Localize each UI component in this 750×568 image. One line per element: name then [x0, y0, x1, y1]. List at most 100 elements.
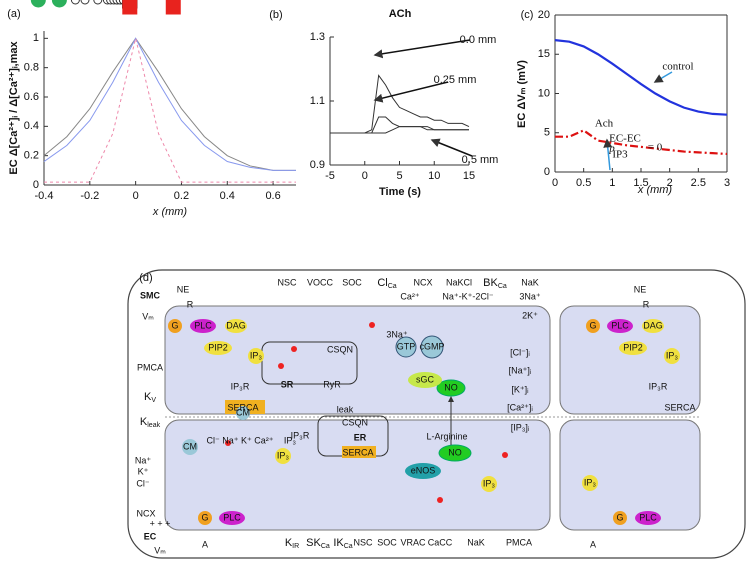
x-tick-label: 5	[396, 170, 402, 182]
diagram-label: PIP2	[208, 342, 228, 352]
diagram-label: PLC	[194, 320, 212, 330]
label-subscript: Ca	[388, 283, 397, 290]
y-tick-label: 10	[538, 87, 550, 99]
y-tick-label: 0	[33, 179, 39, 191]
diagram-label: SMC	[140, 290, 161, 300]
diagram-label: CaCC	[428, 537, 453, 547]
diagram-label: ClCa	[377, 277, 396, 290]
diagram-label: SKCa	[306, 537, 330, 550]
y-tick-label: 15	[538, 48, 550, 60]
label-subscript: Ca	[321, 543, 330, 550]
diagram-label: 2K⁺	[522, 310, 538, 320]
diagram-label: IP₃	[284, 435, 297, 445]
diagram-label: Na⁺	[135, 455, 152, 465]
diagram-label: 3Na⁺	[519, 291, 541, 301]
x-tick-label: 1	[609, 177, 615, 189]
diagram-label: Cl⁻ Na⁺ K⁺ Ca²⁺	[206, 435, 273, 445]
diagram-label: SERCA	[342, 447, 373, 457]
diagram-label: R	[187, 299, 194, 309]
diagram-label: L-Arginine	[426, 431, 467, 441]
label-subscript: IR	[292, 543, 299, 550]
y-tick-label: 1	[33, 32, 39, 44]
diagram-label: + + +	[150, 518, 171, 528]
data-point	[80, 0, 90, 5]
y-tick-label: 0.9	[310, 159, 325, 171]
diagram-label: Cl⁻	[136, 478, 149, 488]
annotation: Ach	[595, 118, 614, 130]
diagram-label: 3Na⁺	[386, 329, 408, 339]
annotation-arrow	[373, 39, 471, 59]
panel-label: (c)	[521, 9, 534, 21]
diagram-label: G	[616, 512, 623, 522]
diagram-label: IP₃	[250, 350, 263, 360]
label-text: K	[140, 416, 148, 428]
diagram-label: R	[643, 299, 650, 309]
panel-label: (d)	[139, 272, 152, 284]
data-point	[165, 0, 181, 15]
data-point	[122, 0, 138, 15]
label-subscript: Ca	[498, 283, 507, 290]
diagram-label: NaK	[467, 537, 485, 547]
series-line	[555, 129, 728, 156]
x-tick-label: -0.4	[35, 190, 54, 202]
diagram-label: Kleak	[140, 416, 161, 429]
x-tick-label: 0.5	[576, 177, 591, 189]
diagram-label: ER	[354, 432, 367, 442]
annotation-arrow	[373, 81, 449, 103]
x-tick-label: 15	[463, 170, 475, 182]
x-tick-label: 0	[362, 170, 368, 182]
y-tick-label: 1.3	[310, 31, 325, 43]
label-subscript: Ca	[344, 543, 353, 550]
x-axis-label: Time (s)	[379, 186, 421, 198]
data-point	[51, 0, 67, 8]
annotation: p	[608, 143, 615, 155]
diagram-label: IP₃	[277, 450, 290, 460]
x-tick-label: 2.5	[691, 177, 706, 189]
panel-label: (a)	[7, 8, 20, 20]
diagram-label: IKCa	[333, 537, 352, 550]
diagram-label: IP₃R	[649, 381, 668, 391]
y-tick-label: 5	[544, 127, 550, 139]
y-tick-label: 0	[544, 166, 550, 178]
label-subscript: leak	[147, 422, 160, 429]
label-text: IK	[333, 537, 344, 549]
chart-title: ACh	[389, 8, 412, 20]
x-tick-label: 0.2	[174, 190, 189, 202]
series-line	[330, 116, 469, 134]
diagram-label: DAG	[226, 320, 246, 330]
y-tick-label: 20	[538, 9, 550, 21]
diagram-label: A	[590, 539, 596, 549]
diagram-label: cGMP	[419, 341, 444, 351]
diagram-label: PLC	[223, 512, 241, 522]
y-axis-label: EC ΔVₘ (mV)	[516, 60, 528, 128]
diagram-label: CM	[236, 407, 250, 417]
diagram-label: KV	[144, 391, 156, 404]
panel-label: (b)	[269, 9, 282, 21]
diagram-label: IP₃	[483, 478, 496, 488]
diagram-label: Vₘ	[154, 545, 166, 555]
x-tick-label: 0.4	[220, 190, 235, 202]
diagram-label: PLC	[639, 512, 657, 522]
diagram-background	[127, 269, 746, 559]
x-tick-label: 0	[552, 177, 558, 189]
series-line	[330, 126, 469, 134]
diagram-label: [K⁺]ᵢ	[511, 384, 528, 394]
diagram-label: IP₃R	[231, 381, 250, 391]
diagram-label: SERCA	[227, 402, 258, 412]
diagram-label: SERCA	[664, 402, 695, 412]
label-text: BK	[483, 277, 498, 289]
data-point	[30, 0, 46, 8]
diagram-label: NSC	[277, 277, 297, 287]
diagram-label: KIR	[285, 537, 299, 550]
diagram-label: NCX	[136, 508, 155, 518]
diagram-label: K⁺	[138, 466, 149, 476]
diagram-label: leak	[337, 404, 354, 414]
x-tick-label: 0.6	[265, 190, 280, 202]
x-tick-label: 2	[667, 177, 673, 189]
diagram-label: G	[171, 320, 178, 330]
diagram-label: PIP2	[623, 342, 643, 352]
diagram-label: SOC	[342, 277, 362, 287]
diagram-label: NO	[448, 447, 462, 457]
x-axis-label: x (mm)	[637, 184, 673, 196]
diagram-label: PMCA	[137, 362, 163, 372]
